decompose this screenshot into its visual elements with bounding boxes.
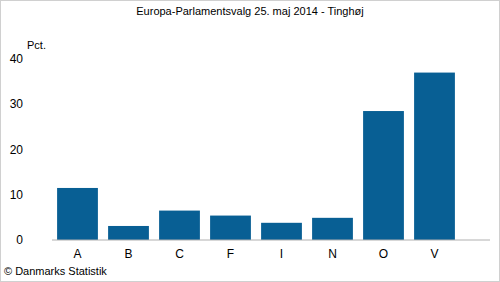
y-tick-label: 0: [16, 233, 23, 247]
bar: [261, 223, 302, 240]
source: © Danmarks Statistik: [4, 265, 107, 277]
bar: [312, 218, 353, 240]
bar: [414, 73, 455, 240]
x-tick-label: V: [430, 247, 438, 261]
y-tick-label: 30: [10, 97, 24, 111]
bar: [363, 111, 404, 240]
x-tick-label: F: [227, 247, 234, 261]
y-tick-label: 40: [10, 52, 24, 66]
y-axis-label: Pct.: [27, 39, 46, 51]
x-tick-label: N: [328, 247, 337, 261]
y-tick-label: 10: [10, 188, 24, 202]
title: Europa-Parlamentsvalg 25. maj 2014 - Tin…: [136, 5, 363, 17]
frame: [1, 1, 500, 282]
bars: [57, 73, 455, 240]
x-axis-line: [52, 240, 490, 241]
x-tick-label: C: [175, 247, 184, 261]
y-tick-label: 20: [10, 143, 24, 157]
bar: [210, 216, 251, 240]
x-tick-label: B: [124, 247, 132, 261]
bar: [108, 226, 149, 240]
x-tick-label: I: [280, 247, 283, 261]
x-tick-label: A: [73, 247, 81, 261]
bar: [57, 188, 98, 240]
x-tick-label: O: [379, 247, 388, 261]
chart: Europa-Parlamentsvalg 25. maj 2014 - Tin…: [0, 0, 500, 282]
bar: [159, 211, 200, 240]
